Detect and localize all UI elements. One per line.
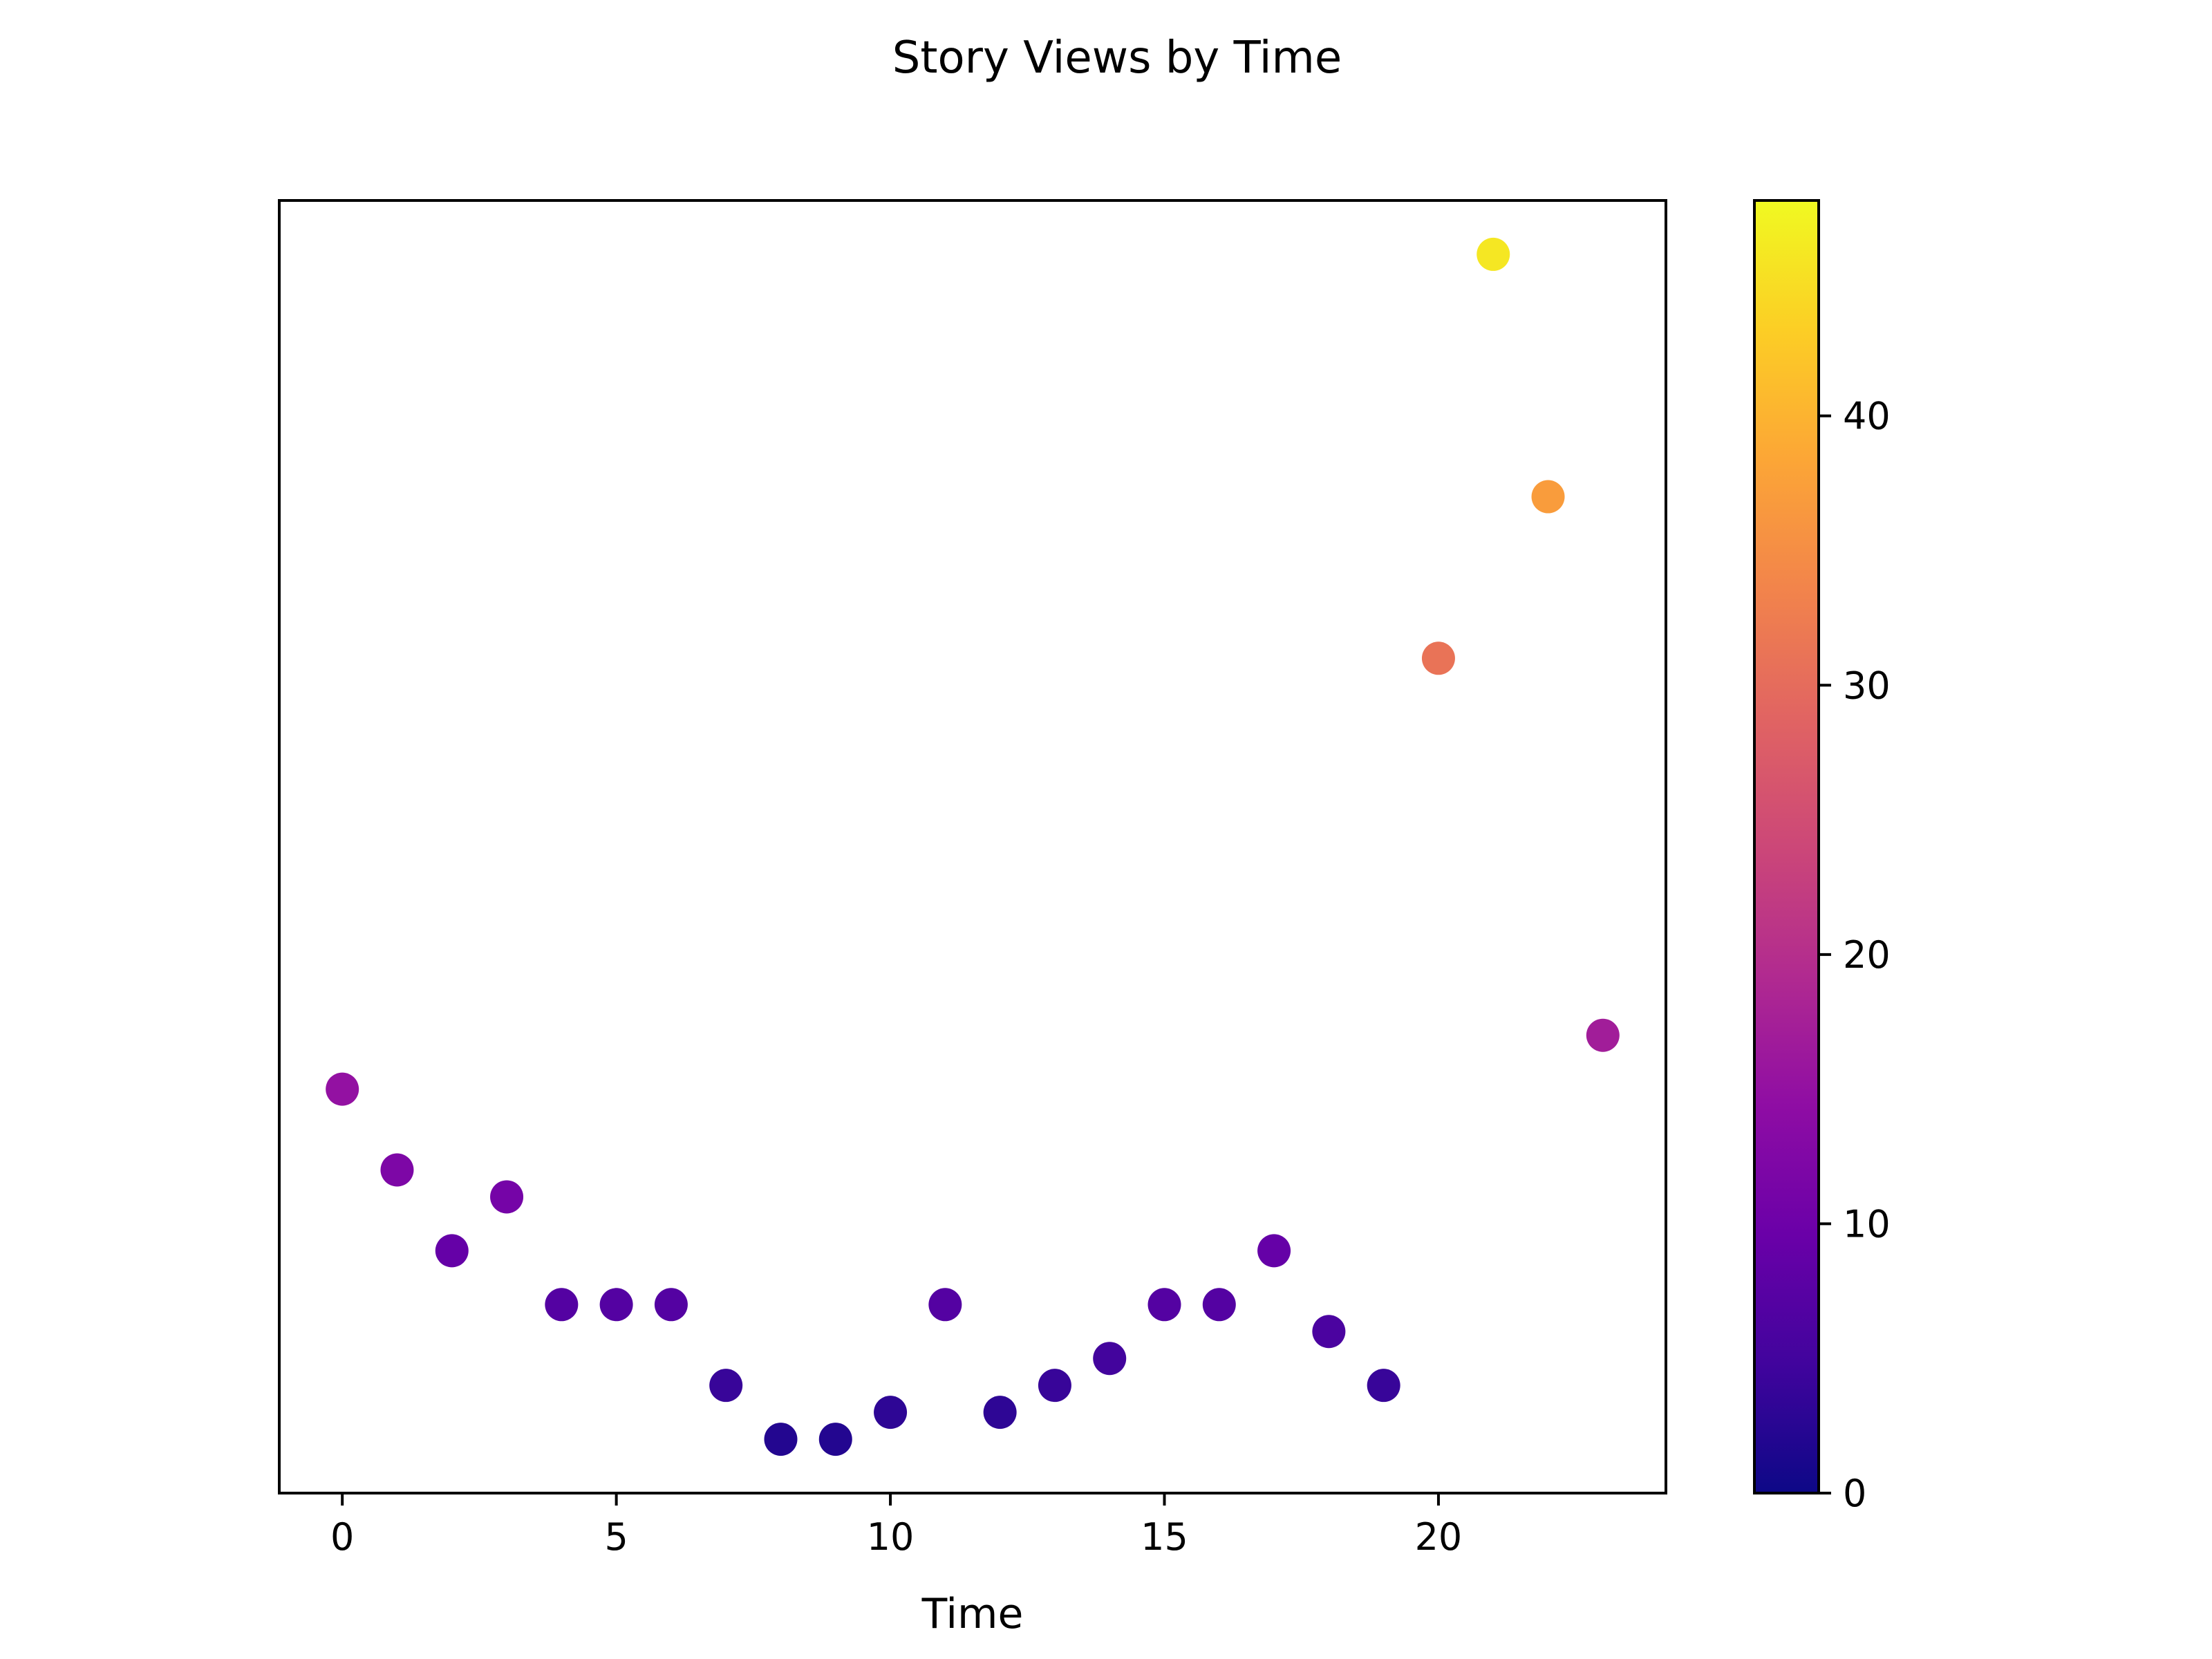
data-point	[1477, 237, 1510, 271]
colorbar: 0 10 20 30 40	[1753, 199, 1891, 1515]
data-point	[818, 1423, 852, 1456]
data-point	[1586, 1018, 1620, 1052]
colorbar-tick-label: 10	[1843, 1202, 1891, 1246]
colorbar-tick-label: 40	[1843, 395, 1891, 438]
colorbar-tick-label: 0	[1843, 1472, 1866, 1515]
x-axis-ticks: 0 5 10 15 20	[330, 1493, 1462, 1559]
data-point	[326, 1072, 359, 1106]
data-points	[326, 237, 1620, 1456]
data-point	[599, 1288, 633, 1322]
data-point	[1093, 1342, 1127, 1376]
data-point	[1367, 1369, 1400, 1403]
x-tick-label: 0	[330, 1515, 354, 1559]
data-point	[435, 1234, 469, 1268]
data-point	[874, 1396, 908, 1430]
plot-area: 0 5 10 15 20	[278, 199, 1667, 1559]
colorbar-frame	[1753, 199, 1820, 1494]
chart-title: Story Views by Time	[892, 32, 1342, 84]
x-tick-label: 10	[867, 1515, 915, 1559]
x-axis-label: Time	[921, 1590, 1024, 1638]
data-point	[1312, 1315, 1346, 1349]
data-point	[1202, 1288, 1236, 1322]
data-point	[983, 1396, 1017, 1430]
x-tick-label: 15	[1141, 1515, 1188, 1559]
data-point	[490, 1180, 524, 1214]
data-point	[928, 1288, 962, 1322]
plot-frame	[278, 199, 1667, 1494]
data-point	[654, 1288, 688, 1322]
data-point	[709, 1369, 743, 1403]
data-point	[545, 1288, 579, 1322]
data-point	[1038, 1369, 1071, 1403]
x-tick-label: 20	[1415, 1515, 1463, 1559]
data-point	[1147, 1288, 1181, 1322]
data-point	[1421, 641, 1455, 675]
data-point	[764, 1423, 798, 1456]
x-tick-label: 5	[604, 1515, 628, 1559]
data-point	[380, 1153, 414, 1187]
data-point	[1531, 480, 1565, 514]
colorbar-ticks: 0 10 20 30 40	[1819, 395, 1891, 1515]
colorbar-gradient	[1754, 200, 1819, 1493]
colorbar-tick-label: 20	[1843, 933, 1891, 977]
colorbar-tick-label: 30	[1843, 664, 1891, 707]
data-point	[1257, 1234, 1291, 1268]
